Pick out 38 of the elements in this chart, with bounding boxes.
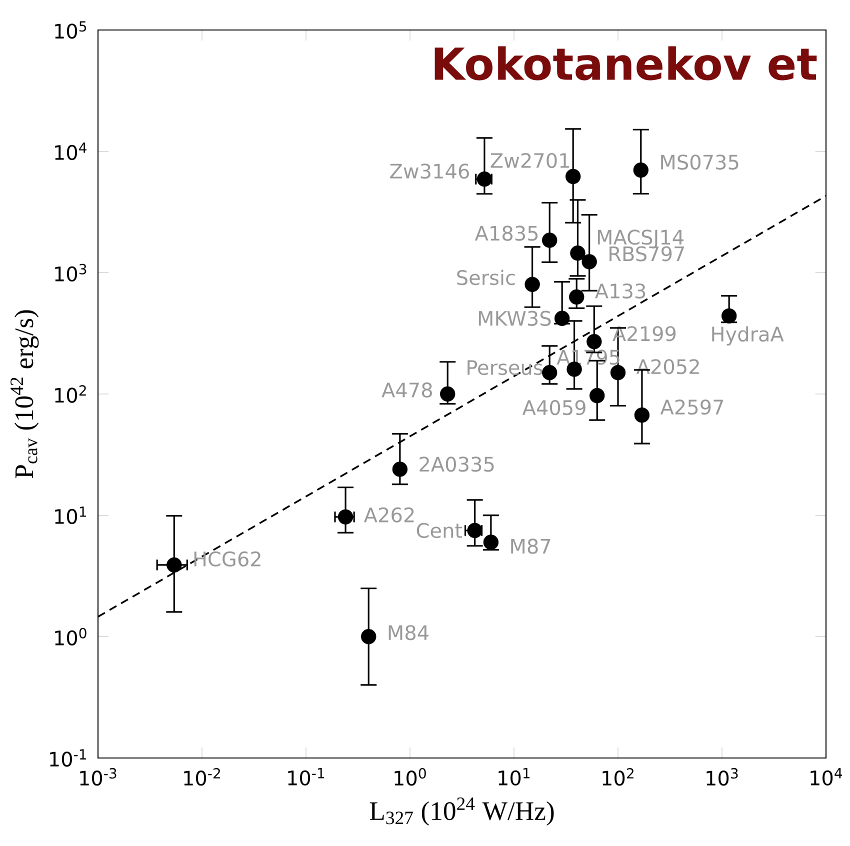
x-tick-label: 10$^{2}$ — [602, 768, 634, 786]
annotation: A1835 — [474, 226, 538, 241]
annotation: Zw3146 — [390, 164, 469, 179]
y-axis-title: P$_{cav}$ (10$^{42}$ erg/s) — [10, 310, 39, 478]
annotation: HCG62 — [194, 551, 260, 567]
y-tick-label: 10$^{1}$ — [55, 506, 86, 524]
annotation: HydraA — [712, 326, 784, 346]
annotation: RBS797 — [610, 246, 684, 262]
x-axis-title: L$_{327}$ (10$^{24}$ W/Hz) — [370, 797, 554, 826]
x-tick-label: 10$^{-3}$ — [80, 768, 116, 786]
annotation: A2597 — [660, 400, 724, 415]
annotation: Zw2701 — [490, 152, 569, 168]
y-tick-label: 10$^{4}$ — [55, 142, 86, 160]
x-tick-label: 10$^{1}$ — [498, 768, 530, 786]
annotation: MACSJ14 — [598, 230, 684, 248]
x-tick-label: 10$^{-1}$ — [288, 768, 324, 786]
annotation: MS0735 — [661, 154, 738, 170]
annotation: 2A0335 — [420, 456, 494, 472]
y-tick-label: 10$^{5}$ — [55, 21, 86, 39]
annotation: Cent — [416, 522, 462, 538]
x-tick-label: 10$^{-2}$ — [184, 768, 220, 786]
y-tick-label: 10$^{0}$ — [55, 628, 86, 646]
x-tick-label: 10$^{4}$ — [810, 768, 842, 786]
x-tick-label: 10$^{3}$ — [706, 768, 738, 786]
annotation: MKW3S — [478, 310, 551, 326]
annotation: A2052 — [636, 359, 699, 374]
annotation: A478 — [382, 382, 432, 398]
annotation: M84 — [388, 625, 428, 640]
annotation: A133 — [595, 283, 646, 299]
y-tick-label: 10$^{2}$ — [55, 385, 86, 403]
annotation: Sersic — [457, 270, 515, 286]
y-tick-label: 10$^{-1}$ — [50, 749, 86, 767]
annotation: A262 — [364, 507, 414, 523]
y-tick-label: 10$^{3}$ — [55, 264, 86, 282]
x-tick-label: 10$^{0}$ — [394, 768, 426, 786]
annotation: M87 — [511, 538, 550, 554]
chart-title: Kokotanekov et — [434, 46, 817, 80]
annotation: A4059 — [522, 400, 586, 416]
